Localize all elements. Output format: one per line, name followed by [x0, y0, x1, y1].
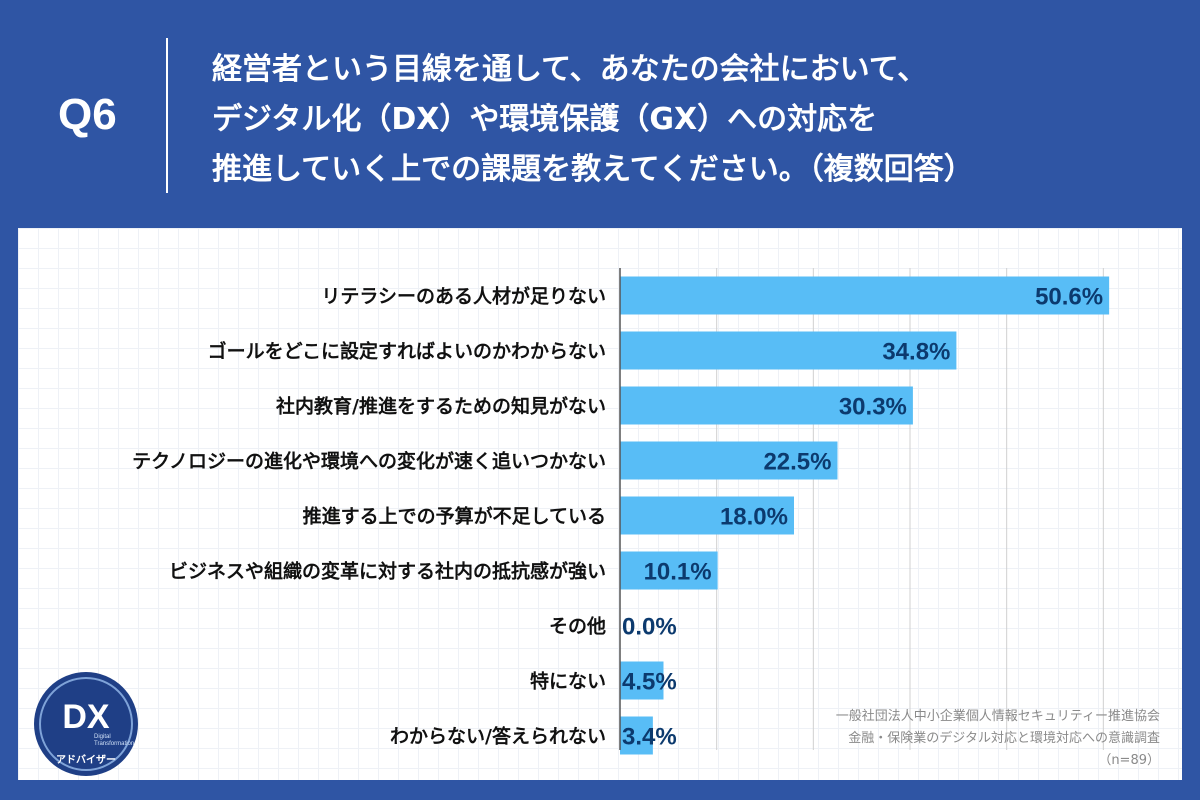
- category-label: リテラシーのある人材が足りない: [321, 285, 606, 308]
- category-label: その他: [549, 615, 606, 638]
- bar: [620, 441, 838, 480]
- svg-text:Transformation: Transformation: [94, 741, 134, 747]
- category-label: テクノロジーの進化や環境への変化が速く追いつかない: [132, 450, 606, 473]
- bar: [620, 496, 794, 535]
- value-label: 30.3%: [839, 394, 907, 421]
- question-line-3: 推進していく上での課題を教えてください。（複数回答）: [212, 152, 974, 187]
- source-line-1: 一般社団法人中小企業個人情報セキュリティー推進協会: [835, 709, 1160, 724]
- bar: [620, 716, 653, 755]
- source-line-2: 金融・保険業のデジタル対応と環境対応への意識調査: [848, 731, 1160, 746]
- category-label: ビジネスや組織の変革に対する社内の抵抗感が強い: [169, 560, 606, 583]
- category-label: わからない/答えられない: [390, 725, 606, 748]
- value-label: 3.4%: [622, 724, 677, 751]
- value-label: 34.8%: [882, 339, 950, 366]
- category-label: ゴールをどこに設定すればよいのかわからない: [208, 340, 606, 363]
- svg-text:アドバイザー: アドバイザー: [56, 754, 116, 766]
- dx-advisor-logo: DX Digital Transformation アドバイザー: [34, 672, 138, 776]
- value-label: 22.5%: [763, 449, 831, 476]
- sample-size: （n=89）: [1098, 753, 1160, 768]
- bar: [620, 276, 1110, 315]
- question-text: 経営者という目線を通して、あなたの会社において、 デジタル化（DX）や環境保護（…: [212, 45, 1172, 195]
- bar-chart: リテラシーのある人材が足りない 50.6% ゴールをどこに設定すればよいのかわからな…: [132, 268, 1110, 755]
- source-note: 一般社団法人中小企業個人情報セキュリティー推進協会 金融・保険業のデジタル対応と…: [836, 706, 1160, 772]
- category-label: 特にない: [530, 671, 606, 693]
- svg-text:DX: DX: [62, 698, 110, 736]
- value-label: 0.0%: [622, 614, 677, 641]
- value-label: 50.6%: [1035, 284, 1103, 311]
- bar: [620, 661, 664, 700]
- category-label: 推進する上での予算が不足している: [303, 505, 606, 528]
- value-label: 4.5%: [622, 669, 677, 696]
- bar: [620, 386, 913, 425]
- bar: [620, 331, 957, 370]
- bar: [620, 551, 718, 590]
- question-line-1: 経営者という目線を通して、あなたの会社において、: [212, 52, 928, 87]
- value-label: 18.0%: [720, 504, 788, 531]
- chart-panel: リテラシーのある人材が足りない 50.6% ゴールをどこに設定すればよいのかわからな…: [18, 228, 1182, 780]
- question-line-2: デジタル化（DX）や環境保護（GX）への対応を: [212, 102, 878, 137]
- value-label: 10.1%: [644, 559, 712, 586]
- question-number: Q6: [58, 90, 117, 139]
- svg-text:Digital: Digital: [94, 734, 111, 740]
- header-divider: [166, 38, 168, 193]
- category-label: 社内教育/推進をするための知見がない: [275, 395, 606, 418]
